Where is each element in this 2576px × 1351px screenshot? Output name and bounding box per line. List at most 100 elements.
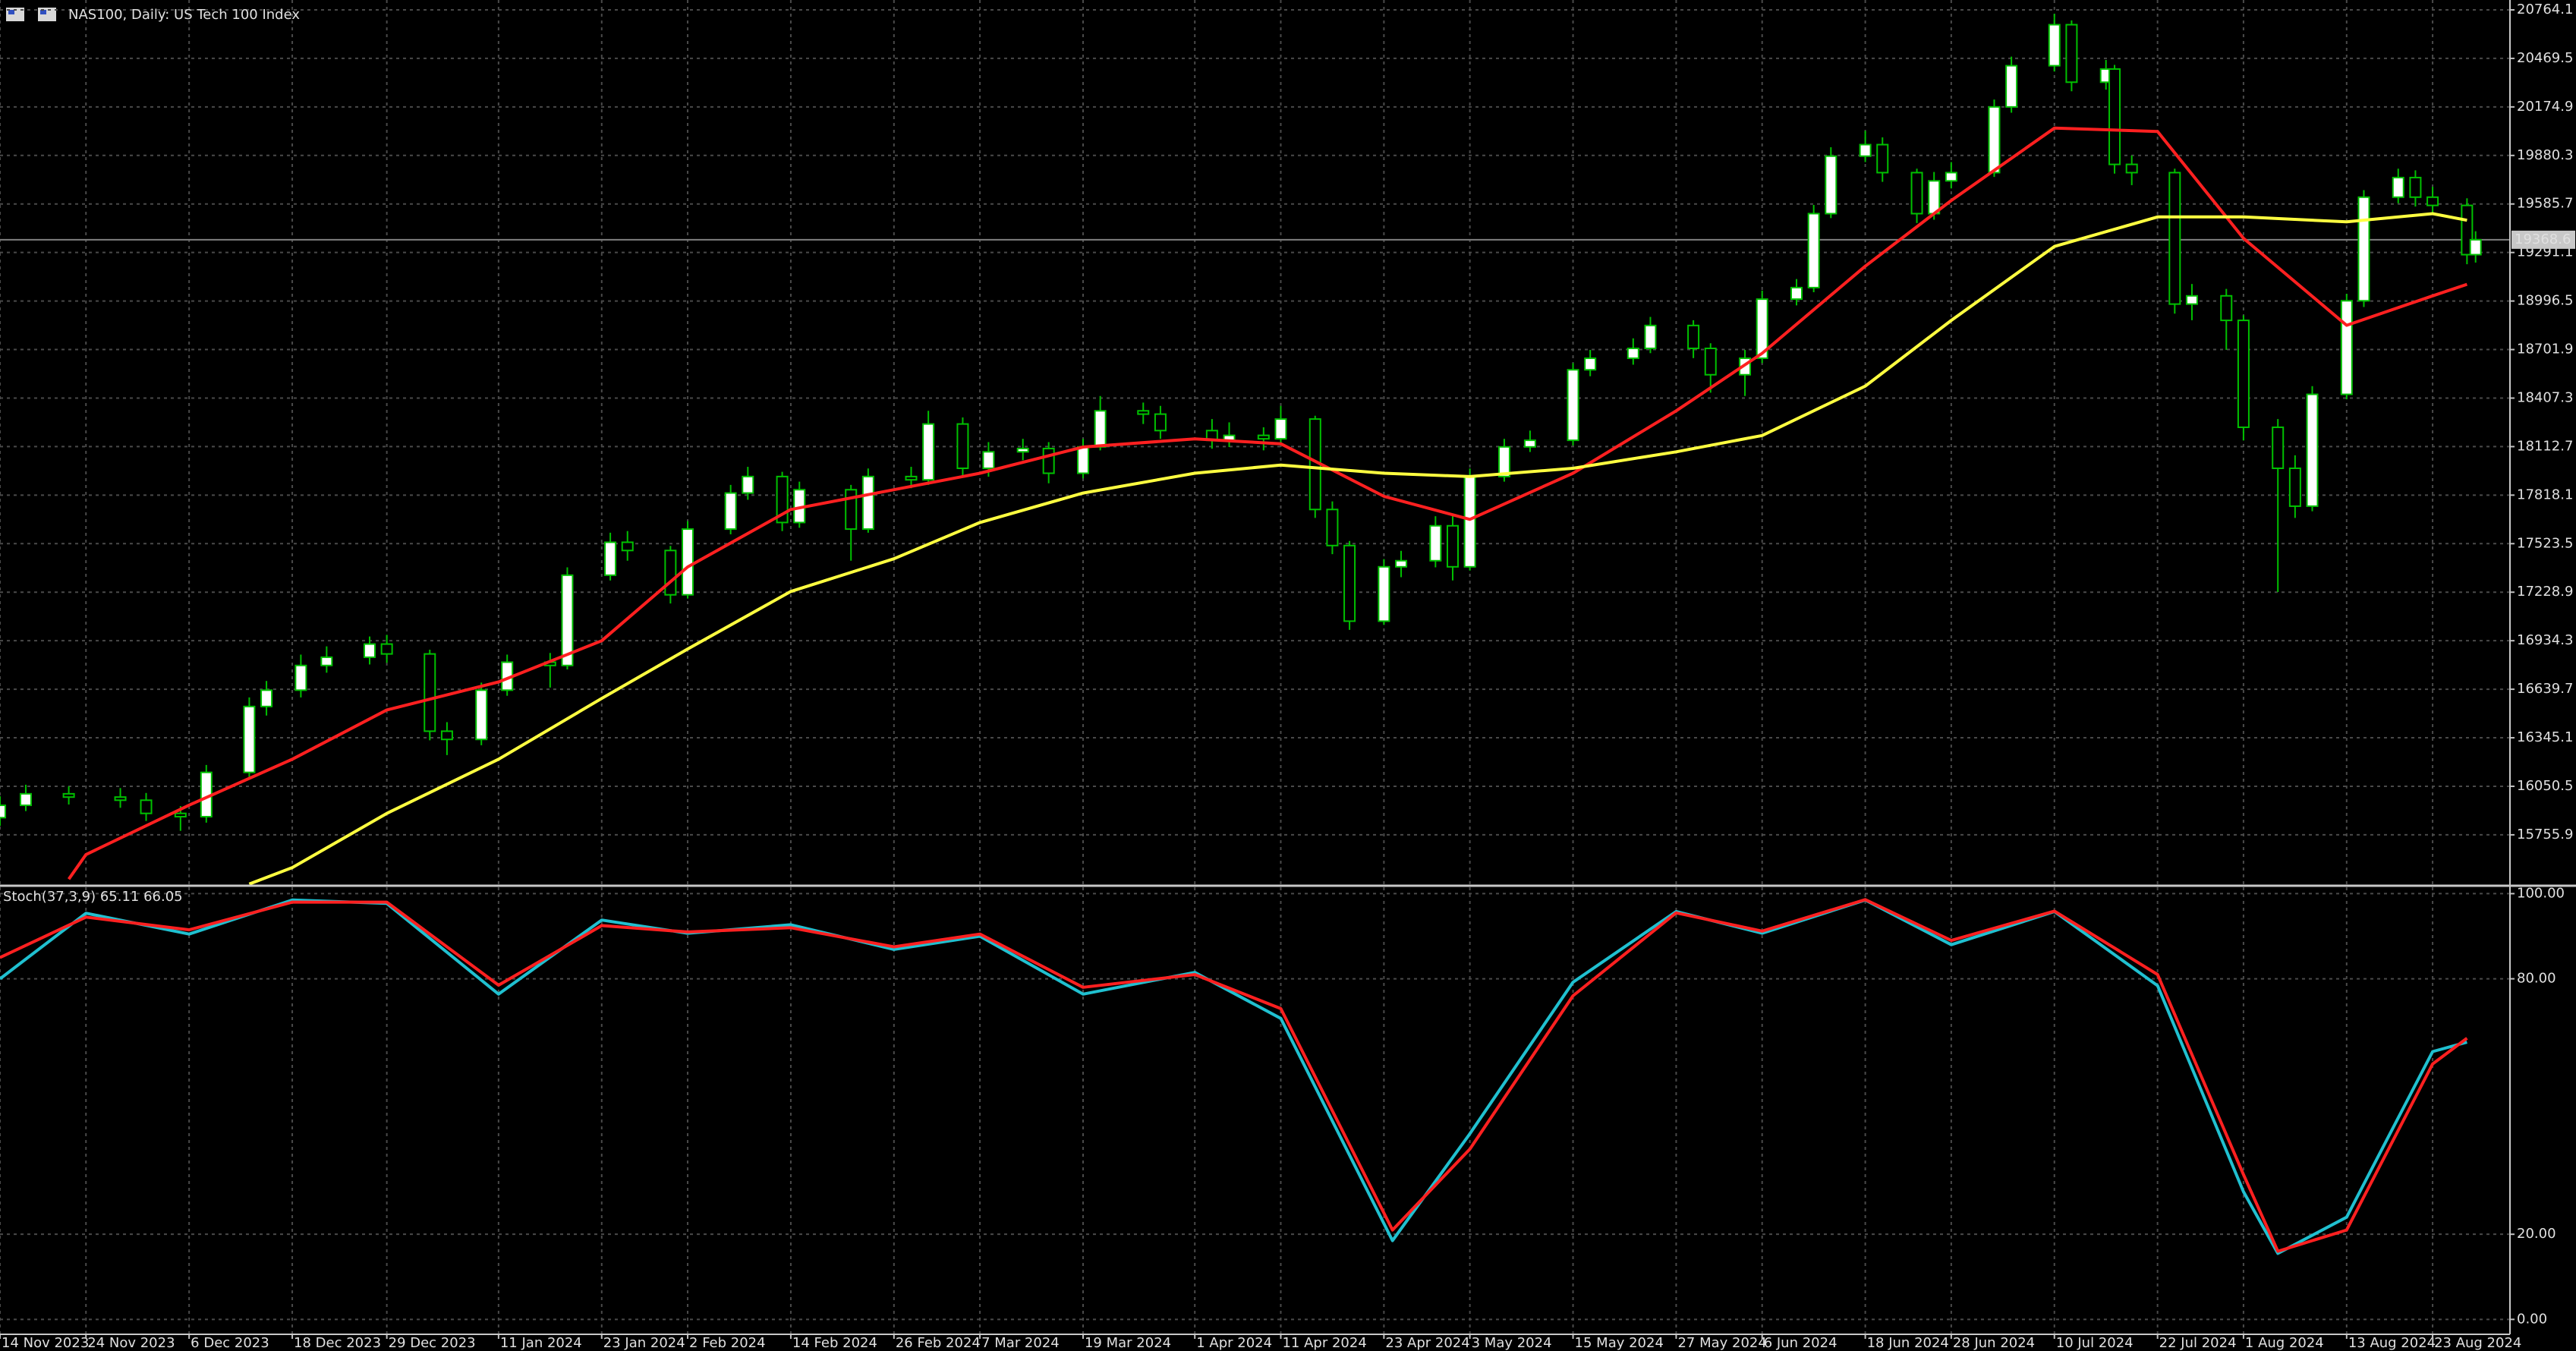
y-tick-label: 18701.9 bbox=[2517, 342, 2573, 357]
x-tick-label: 18 Dec 2023 bbox=[294, 1335, 381, 1351]
candle-body bbox=[2469, 238, 2482, 256]
y-tick-label: 17523.5 bbox=[2517, 535, 2573, 551]
candle-body bbox=[1859, 143, 1872, 157]
candle-body bbox=[0, 805, 6, 819]
y-tick-label: 17228.9 bbox=[2517, 584, 2573, 600]
candle-body bbox=[260, 689, 273, 707]
x-tick-label: 14 Feb 2024 bbox=[792, 1335, 877, 1351]
y-tick-label: 0.00 bbox=[2517, 1311, 2547, 1327]
x-tick-label: 19 Mar 2024 bbox=[1085, 1335, 1171, 1351]
candle-body bbox=[1463, 475, 1476, 568]
candle-body bbox=[1584, 357, 1597, 371]
candle-body bbox=[2357, 196, 2370, 302]
x-tick-label: 13 Aug 2024 bbox=[2348, 1335, 2436, 1351]
candle-body bbox=[2220, 294, 2233, 322]
candle-body bbox=[424, 653, 436, 732]
y-tick-label: 16345.1 bbox=[2517, 729, 2573, 745]
candle-body bbox=[2185, 294, 2198, 305]
candle-body bbox=[320, 656, 333, 666]
candle-body bbox=[2288, 468, 2301, 507]
candle-body bbox=[1016, 447, 1029, 453]
x-tick-label: 23 Jan 2024 bbox=[603, 1335, 685, 1351]
x-tick-label: 11 Apr 2024 bbox=[1282, 1335, 1366, 1351]
candle-body bbox=[1644, 324, 1657, 350]
candle-body bbox=[1988, 105, 2001, 174]
candle-body bbox=[1928, 180, 1941, 215]
last-price-box bbox=[2511, 230, 2575, 249]
x-tick-label: 26 Feb 2024 bbox=[896, 1335, 981, 1351]
x-tick-label: 6 Dec 2023 bbox=[191, 1335, 269, 1351]
x-tick-label: 10 Jul 2024 bbox=[2056, 1335, 2134, 1351]
candle-body bbox=[1446, 524, 1459, 568]
candle-body bbox=[905, 475, 918, 481]
candle-body bbox=[1042, 447, 1055, 474]
candle-body bbox=[2340, 300, 2353, 395]
candle-body bbox=[62, 792, 75, 798]
candle-body bbox=[174, 812, 187, 818]
candle-body bbox=[1378, 565, 1390, 622]
candle-body bbox=[1137, 410, 1150, 415]
x-tick-label: 2 Feb 2024 bbox=[689, 1335, 766, 1351]
candle-body bbox=[776, 475, 789, 524]
candle-body bbox=[114, 796, 127, 801]
candle-body bbox=[682, 528, 694, 596]
x-tick-label: 23 Aug 2024 bbox=[2434, 1335, 2521, 1351]
candle-body bbox=[2108, 68, 2121, 165]
x-tick-label: 18 Jun 2024 bbox=[1867, 1335, 1949, 1351]
candle-body bbox=[561, 574, 574, 666]
y-tick-label: 80.00 bbox=[2517, 971, 2556, 987]
indicator-line bbox=[0, 898, 2467, 1255]
candle-body bbox=[621, 541, 634, 552]
candle-body bbox=[380, 643, 393, 655]
last-price-label: 19368.6 bbox=[2515, 231, 2571, 247]
candle-body bbox=[1627, 348, 1639, 360]
y-tick-label: 20.00 bbox=[2517, 1226, 2556, 1242]
candle-body bbox=[1274, 418, 1287, 440]
candle-body bbox=[1395, 559, 1408, 568]
y-tick-label: 18112.7 bbox=[2517, 438, 2573, 454]
candle-body bbox=[1343, 544, 1356, 622]
candle-body bbox=[1497, 446, 1510, 477]
indicator-line bbox=[0, 898, 2468, 1253]
candle-body bbox=[19, 792, 32, 807]
candle-body bbox=[664, 550, 677, 596]
candle-body bbox=[845, 489, 858, 531]
y-tick-label: 16934.3 bbox=[2517, 632, 2573, 648]
y-tick-label: 17818.1 bbox=[2517, 487, 2573, 502]
y-tick-label: 20469.5 bbox=[2517, 50, 2573, 66]
y-tick-label: 18407.3 bbox=[2517, 389, 2573, 405]
candle-body bbox=[1326, 509, 1339, 546]
candle-body bbox=[1790, 286, 1803, 301]
y-tick-label: 19585.7 bbox=[2517, 196, 2573, 212]
candle-body bbox=[1687, 324, 1700, 350]
icon bbox=[40, 10, 46, 14]
candle-body bbox=[1825, 155, 1838, 215]
x-tick-label: 23 Apr 2024 bbox=[1385, 1335, 1469, 1351]
candle-body bbox=[2392, 176, 2404, 198]
candle-body bbox=[140, 799, 153, 814]
x-tick-label: 29 Dec 2023 bbox=[389, 1335, 476, 1351]
candle-body bbox=[604, 541, 617, 576]
candle-body bbox=[1523, 439, 1536, 448]
y-tick-label: 15755.9 bbox=[2517, 827, 2573, 842]
x-tick-label: 14 Nov 2023 bbox=[2, 1335, 89, 1351]
candle-body bbox=[294, 664, 307, 691]
candle-body bbox=[2125, 163, 2138, 174]
y-tick-label: 18996.5 bbox=[2517, 293, 2573, 309]
candle-body bbox=[1945, 172, 1957, 182]
x-tick-label: 1 Aug 2024 bbox=[2245, 1335, 2324, 1351]
chart-title: NAS100, Daily: US Tech 100 Index bbox=[68, 7, 300, 23]
candle-body bbox=[742, 475, 754, 494]
x-tick-label: 24 Nov 2023 bbox=[87, 1335, 175, 1351]
candle-body bbox=[724, 492, 737, 531]
x-tick-label: 1 Apr 2024 bbox=[1196, 1335, 1272, 1351]
x-tick-label: 28 Jun 2024 bbox=[1953, 1335, 2035, 1351]
candle-body bbox=[475, 689, 488, 741]
candle-body bbox=[956, 423, 969, 470]
candle-body bbox=[1154, 413, 1167, 432]
x-tick-label: 7 Mar 2024 bbox=[981, 1335, 1060, 1351]
candle-body bbox=[1876, 143, 1889, 174]
x-tick-label: 15 May 2024 bbox=[1575, 1335, 1664, 1351]
y-tick-label: 16050.5 bbox=[2517, 778, 2573, 794]
